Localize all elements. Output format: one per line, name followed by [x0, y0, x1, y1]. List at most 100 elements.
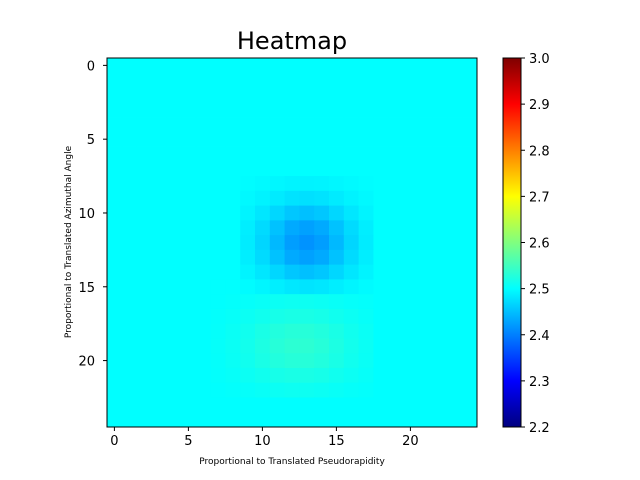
- heatmap-cell: [447, 205, 463, 221]
- heatmap-cell: [166, 353, 182, 369]
- heatmap-cell: [240, 264, 256, 280]
- heatmap-cell: [181, 58, 197, 74]
- heatmap-cell: [121, 72, 137, 88]
- heatmap-cell: [447, 235, 463, 251]
- heatmap-cell: [432, 220, 448, 236]
- heatmap-cell: [284, 294, 300, 310]
- heatmap-cell: [166, 382, 182, 398]
- heatmap-cell: [121, 190, 137, 206]
- heatmap-cell: [299, 382, 315, 398]
- heatmap-cell: [210, 102, 226, 118]
- heatmap-cell: [210, 397, 226, 413]
- heatmap-cell: [195, 338, 211, 354]
- heatmap-cell: [107, 176, 123, 192]
- heatmap-cell: [299, 412, 315, 428]
- heatmap-cell: [151, 176, 167, 192]
- heatmap-cell: [195, 279, 211, 295]
- heatmap-cell: [403, 353, 419, 369]
- heatmap-cell: [181, 323, 197, 339]
- heatmap-cell: [181, 87, 197, 103]
- heatmap-cell: [225, 176, 241, 192]
- heatmap-cell: [462, 323, 478, 339]
- heatmap-cell: [240, 353, 256, 369]
- heatmap-cell: [284, 58, 300, 74]
- heatmap-cell: [269, 308, 285, 325]
- heatmap-cell: [388, 72, 404, 88]
- heatmap-cell: [107, 264, 123, 280]
- heatmap-cell: [225, 117, 241, 133]
- heatmap-cell: [136, 146, 152, 162]
- heatmap-cell: [329, 353, 345, 369]
- heatmap-cell: [462, 382, 478, 398]
- heatmap-cell: [255, 58, 271, 74]
- heatmap-cell: [373, 353, 389, 369]
- heatmap-cell: [255, 264, 271, 280]
- heatmap-cell: [403, 323, 419, 339]
- heatmap-cell: [107, 131, 123, 147]
- heatmap-cell: [432, 308, 448, 325]
- heatmap-cell: [329, 72, 345, 88]
- heatmap-cell: [373, 412, 389, 428]
- heatmap-cell: [107, 382, 123, 398]
- heatmap-cell: [373, 294, 389, 310]
- heatmap-cell: [195, 323, 211, 339]
- heatmap-cell: [388, 190, 404, 206]
- heatmap-cell: [181, 131, 197, 147]
- heatmap-cell: [195, 176, 211, 192]
- heatmap-cell: [462, 205, 478, 221]
- heatmap-cell: [373, 367, 389, 384]
- heatmap-cell: [195, 117, 211, 133]
- heatmap-cell: [195, 102, 211, 118]
- heatmap-cell: [417, 382, 433, 398]
- heatmap-cell: [388, 367, 404, 384]
- heatmap-cell: [121, 131, 137, 147]
- heatmap-cell: [136, 338, 152, 354]
- heatmap-cell: [240, 87, 256, 103]
- heatmap-cell: [388, 161, 404, 177]
- heatmap-cell: [417, 249, 433, 266]
- x-tick-label: 0: [110, 434, 118, 449]
- heatmap-cell: [462, 249, 478, 266]
- heatmap-cell: [181, 102, 197, 118]
- heatmap-cell: [121, 102, 137, 118]
- heatmap-cell: [225, 397, 241, 413]
- heatmap-cell: [462, 279, 478, 295]
- heatmap-cell: [225, 353, 241, 369]
- heatmap-cell: [107, 294, 123, 310]
- heatmap-cell: [210, 146, 226, 162]
- heatmap-cell: [388, 353, 404, 369]
- heatmap-cell: [314, 146, 330, 162]
- heatmap-cell: [121, 220, 137, 236]
- heatmap-cell: [269, 249, 285, 266]
- heatmap-cell: [432, 72, 448, 88]
- heatmap-cell: [417, 235, 433, 251]
- heatmap-cell: [403, 117, 419, 133]
- heatmap-cell: [181, 205, 197, 221]
- heatmap-cell: [240, 367, 256, 384]
- heatmap-cell: [432, 367, 448, 384]
- heatmap-cell: [432, 102, 448, 118]
- heatmap-cell: [447, 308, 463, 325]
- heatmap-cell: [462, 397, 478, 413]
- heatmap-cell: [447, 397, 463, 413]
- heatmap-cell: [343, 220, 359, 236]
- heatmap-cell: [373, 131, 389, 147]
- heatmap-cell: [358, 412, 374, 428]
- heatmap-cell: [388, 176, 404, 192]
- heatmap-cell: [343, 397, 359, 413]
- heatmap-cell: [181, 294, 197, 310]
- heatmap-cell: [195, 308, 211, 325]
- heatmap-cell: [447, 190, 463, 206]
- heatmap-cell: [417, 264, 433, 280]
- heatmap-cell: [166, 176, 182, 192]
- heatmap-cell: [403, 235, 419, 251]
- heatmap-cell: [314, 102, 330, 118]
- heatmap-cell: [299, 161, 315, 177]
- heatmap-cell: [210, 72, 226, 88]
- heatmap-cell: [255, 117, 271, 133]
- heatmap-cell: [240, 279, 256, 295]
- heatmap-cell: [225, 235, 241, 251]
- heatmap-cell: [240, 146, 256, 162]
- heatmap-cell: [181, 412, 197, 428]
- heatmap-cell: [388, 249, 404, 266]
